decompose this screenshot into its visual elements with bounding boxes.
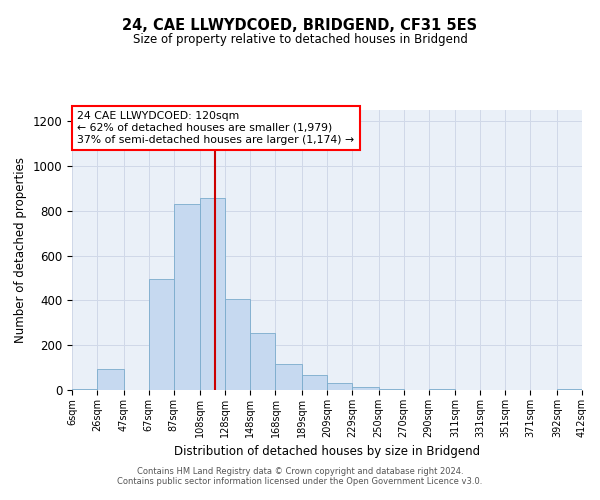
- Bar: [225, 300, 250, 390]
- Bar: [557, 389, 582, 390]
- Bar: [379, 389, 404, 390]
- Text: Contains HM Land Registry data © Crown copyright and database right 2024.: Contains HM Land Registry data © Crown c…: [137, 467, 463, 476]
- Text: Contains public sector information licensed under the Open Government Licence v3: Contains public sector information licen…: [118, 477, 482, 486]
- Bar: [200, 198, 225, 390]
- Text: 24, CAE LLWYDCOED, BRIDGEND, CF31 5ES: 24, CAE LLWYDCOED, BRIDGEND, CF31 5ES: [122, 18, 478, 32]
- Bar: [352, 386, 379, 390]
- X-axis label: Distribution of detached houses by size in Bridgend: Distribution of detached houses by size …: [174, 446, 480, 458]
- Bar: [97, 368, 124, 390]
- Bar: [174, 204, 200, 390]
- Text: 24 CAE LLWYDCOED: 120sqm
← 62% of detached houses are smaller (1,979)
37% of sem: 24 CAE LLWYDCOED: 120sqm ← 62% of detach…: [77, 112, 354, 144]
- Bar: [72, 389, 97, 390]
- Bar: [327, 384, 352, 390]
- Bar: [250, 333, 275, 390]
- Text: Size of property relative to detached houses in Bridgend: Size of property relative to detached ho…: [133, 32, 467, 46]
- Bar: [149, 279, 174, 390]
- Y-axis label: Number of detached properties: Number of detached properties: [14, 157, 27, 343]
- Bar: [429, 389, 455, 390]
- Bar: [275, 364, 302, 390]
- Bar: [302, 376, 327, 390]
